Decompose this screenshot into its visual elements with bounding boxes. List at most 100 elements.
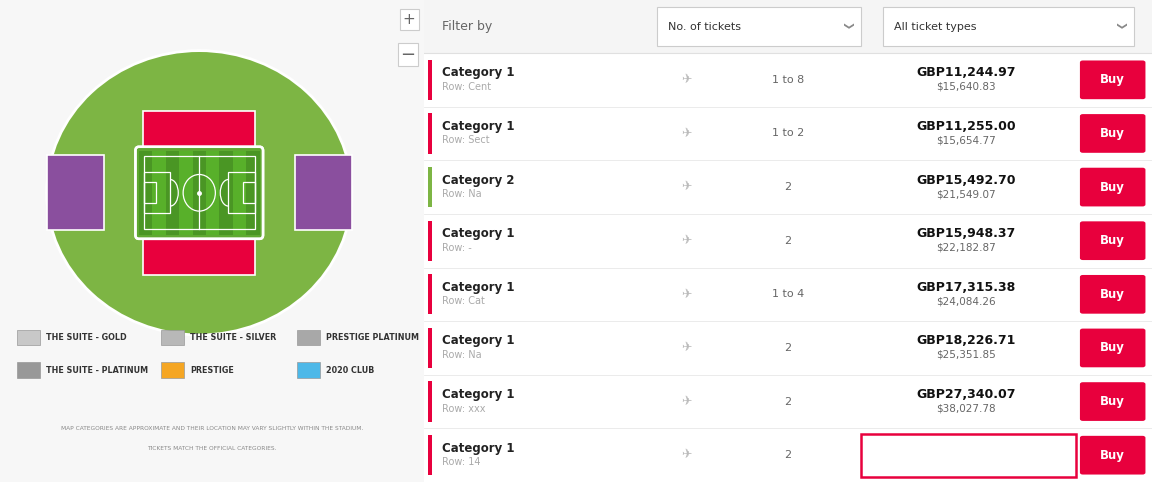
Text: ✈: ✈ <box>681 395 691 408</box>
Text: 1 to 4: 1 to 4 <box>772 289 804 299</box>
Text: Category 1: Category 1 <box>442 120 515 133</box>
Bar <box>424 321 1152 375</box>
Text: Row: Sect: Row: Sect <box>442 135 490 146</box>
Bar <box>143 111 256 181</box>
Text: Row: Na: Row: Na <box>442 350 482 360</box>
Text: Row: Na: Row: Na <box>442 189 482 199</box>
Bar <box>295 156 351 230</box>
Text: Buy: Buy <box>1100 395 1126 408</box>
Text: Buy: Buy <box>1100 127 1126 140</box>
Bar <box>427 221 432 261</box>
Bar <box>228 173 255 213</box>
Text: $15,640.83: $15,640.83 <box>937 82 996 92</box>
Bar <box>427 328 432 368</box>
Text: ✈: ✈ <box>681 288 691 301</box>
Text: $15,654.77: $15,654.77 <box>937 135 996 146</box>
Bar <box>192 150 206 235</box>
Text: Category 1: Category 1 <box>442 388 515 401</box>
Bar <box>424 428 1152 482</box>
Text: Filter by: Filter by <box>442 20 492 33</box>
Bar <box>139 150 152 235</box>
Bar <box>17 330 40 345</box>
Bar <box>219 150 233 235</box>
FancyBboxPatch shape <box>882 7 1134 46</box>
Bar <box>166 150 179 235</box>
Text: Category 1: Category 1 <box>442 335 515 348</box>
Bar <box>424 375 1152 428</box>
Bar <box>427 381 432 422</box>
Text: Category 1: Category 1 <box>442 442 515 455</box>
Text: 1 to 8: 1 to 8 <box>772 75 804 85</box>
Text: ❯: ❯ <box>1114 23 1124 30</box>
Bar <box>427 113 432 154</box>
Text: 2: 2 <box>785 450 791 460</box>
Bar <box>161 362 184 378</box>
FancyBboxPatch shape <box>136 147 263 239</box>
Bar <box>144 173 170 213</box>
Text: 2: 2 <box>785 343 791 353</box>
FancyBboxPatch shape <box>1079 114 1145 153</box>
Bar <box>427 60 432 100</box>
Text: ✈: ✈ <box>681 73 691 86</box>
Bar <box>46 156 104 230</box>
Bar <box>144 182 156 203</box>
Text: Row: Cent: Row: Cent <box>442 82 491 92</box>
Text: PRESTIGE: PRESTIGE <box>190 366 234 375</box>
Text: Buy: Buy <box>1100 288 1126 301</box>
Text: ✈: ✈ <box>681 449 691 462</box>
Text: GBP27,340.07: GBP27,340.07 <box>917 388 1016 401</box>
Text: GBP182,267.12: GBP182,267.12 <box>912 442 1021 455</box>
Text: ✈: ✈ <box>681 341 691 354</box>
Bar <box>424 107 1152 160</box>
Text: TICKETS MATCH THE OFFICIAL CATEGORIES.: TICKETS MATCH THE OFFICIAL CATEGORIES. <box>147 446 276 451</box>
Bar <box>161 330 184 345</box>
FancyBboxPatch shape <box>1079 436 1145 475</box>
Bar <box>424 0 1152 53</box>
Bar <box>427 167 432 207</box>
Text: $38,027.78: $38,027.78 <box>937 403 996 414</box>
Text: GBP11,255.00: GBP11,255.00 <box>917 120 1016 133</box>
Bar <box>424 53 1152 107</box>
Text: Buy: Buy <box>1100 341 1126 354</box>
Bar <box>206 150 219 235</box>
Text: GBP15,948.37: GBP15,948.37 <box>917 227 1016 240</box>
Text: No. of tickets: No. of tickets <box>668 22 741 31</box>
Text: Category 2: Category 2 <box>442 174 515 187</box>
Text: GBP18,226.71: GBP18,226.71 <box>917 335 1016 348</box>
Bar <box>233 150 247 235</box>
FancyBboxPatch shape <box>1079 275 1145 314</box>
FancyBboxPatch shape <box>1079 221 1145 260</box>
Text: $22,182.87: $22,182.87 <box>937 242 996 253</box>
Bar <box>424 268 1152 321</box>
Bar <box>143 205 256 275</box>
Bar <box>297 362 320 378</box>
Ellipse shape <box>46 51 351 335</box>
Text: THE SUITE - GOLD: THE SUITE - GOLD <box>46 333 127 342</box>
Text: 2: 2 <box>785 397 791 406</box>
FancyBboxPatch shape <box>1079 168 1145 206</box>
Bar <box>152 150 166 235</box>
Bar <box>861 434 1076 477</box>
Text: Category 1: Category 1 <box>442 67 515 80</box>
Text: GBP17,315.38: GBP17,315.38 <box>917 281 1016 294</box>
Text: 2: 2 <box>785 182 791 192</box>
Text: Buy: Buy <box>1100 181 1126 194</box>
Text: +: + <box>403 12 416 27</box>
Text: −: − <box>401 46 416 64</box>
Text: $24,084.26: $24,084.26 <box>937 296 996 306</box>
Bar <box>424 160 1152 214</box>
Text: Row: -: Row: - <box>442 242 472 253</box>
Text: Buy: Buy <box>1100 449 1126 462</box>
FancyBboxPatch shape <box>1079 382 1145 421</box>
Text: THE SUITE - PLATINUM: THE SUITE - PLATINUM <box>46 366 147 375</box>
Text: GBP11,244.97: GBP11,244.97 <box>917 67 1016 80</box>
Text: ❯: ❯ <box>841 23 851 30</box>
Text: $253,518.52: $253,518.52 <box>933 457 1000 467</box>
FancyBboxPatch shape <box>1079 60 1145 99</box>
Text: MAP CATEGORIES ARE APPROXIMATE AND THEIR LOCATION MAY VARY SLIGHTLY WITHIN THE S: MAP CATEGORIES ARE APPROXIMATE AND THEIR… <box>61 427 363 431</box>
Text: PRESTIGE PLATINUM: PRESTIGE PLATINUM <box>326 333 418 342</box>
Text: THE SUITE - SILVER: THE SUITE - SILVER <box>190 333 276 342</box>
Text: $25,351.85: $25,351.85 <box>937 350 996 360</box>
Text: Buy: Buy <box>1100 73 1126 86</box>
Text: ✈: ✈ <box>681 127 691 140</box>
